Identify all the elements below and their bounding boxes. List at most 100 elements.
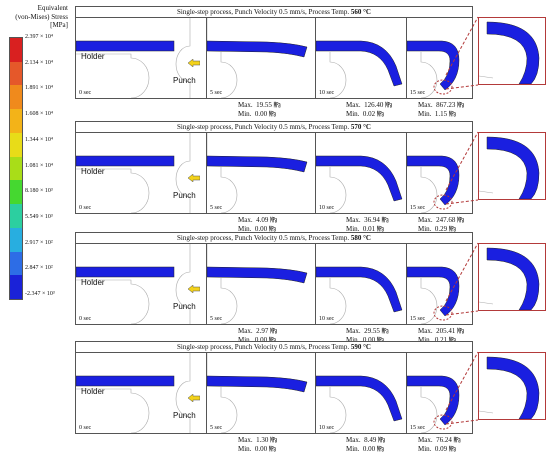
max-stress: Max. 1.30 ㎫ [238,436,277,445]
max-stress: Max. 8.49 ㎫ [346,436,385,445]
color-scale-band [10,109,22,133]
color-scale-band [10,38,22,62]
color-scale-band [10,252,22,276]
max-stress: Max. 2.97 ㎫ [238,327,277,336]
time-label: 10 sec [319,90,334,96]
legend-title-line: (von-Mises) Stress [2,13,68,22]
holder-label: Holder [81,52,105,61]
color-scale-bar [9,37,23,300]
color-scale-tick-label: 1.344 × 10⁴ [25,137,53,143]
time-label: 15 sec [410,316,425,322]
holder-label: Holder [81,278,105,287]
time-label: 0 sec [79,90,91,96]
punch-label: Punch [173,76,196,85]
min-stress: Min. 0.00 ㎫ [238,110,281,119]
time-step-frame: 15 sec [406,352,473,434]
holder-label: Holder [81,387,105,396]
color-scale-tick-label: 5.549 × 10³ [25,214,53,220]
color-scale-band [10,62,22,86]
panel-temperature: 560 °C [351,8,371,16]
legend-title-line: [MPa] [2,21,68,30]
time-step-frame: 10 sec [315,352,407,434]
time-step-frame: 5 sec [206,17,316,99]
panel-title-text: Single-step process, Punch Velocity 0.5 … [177,343,351,351]
time-label: 10 sec [319,425,334,431]
color-scale-band [10,275,22,299]
time-step-frame: 0 sec Holder Punch [75,17,207,99]
color-scale-tick-label: 8.180 × 10³ [25,188,53,194]
time-step-frame: 15 sec [406,17,473,99]
time-step-frame: 0 sec Holder Punch [75,132,207,214]
time-label: 0 sec [79,425,91,431]
time-step-frame: 10 sec [315,243,407,325]
zoom-inset [478,132,546,200]
punch-label: Punch [173,411,196,420]
time-label: 5 sec [210,425,222,431]
zoom-inset [478,243,546,311]
time-step-frame: 5 sec [206,132,316,214]
time-step-frame: 15 sec [406,243,473,325]
min-stress: Min. 0.02 ㎫ [346,110,392,119]
panel-temperature: 590 °C [351,343,371,351]
color-scale-band [10,228,22,252]
time-step-frame: 5 sec [206,243,316,325]
color-scale-tick-label: 2.397 × 10⁴ [25,34,53,40]
time-step-frame: 15 sec [406,132,473,214]
legend-title: Equivalent (von-Mises) Stress [MPa] [2,4,68,30]
punch-label: Punch [173,302,196,311]
time-label: 10 sec [319,316,334,322]
color-scale-tick-label: -2.347 × 10³ [25,291,55,297]
time-label: 15 sec [410,425,425,431]
max-stress: Max. 126.40 ㎫ [346,101,392,110]
max-stress: Max. 19.55 ㎫ [238,101,281,110]
max-stress: Max. 4.09 ㎫ [238,216,277,225]
zoom-inset [478,17,546,85]
panel-title-text: Single-step process, Punch Velocity 0.5 … [177,234,351,242]
max-stress: Max. 867.23 ㎫ [418,101,464,110]
time-label: 10 sec [319,205,334,211]
time-step-frame: 5 sec [206,352,316,434]
max-stress: Max. 247.68 ㎫ [418,216,464,225]
color-scale-band [10,204,22,228]
time-step-frame: 10 sec [315,132,407,214]
color-scale-band [10,133,22,157]
panel-temperature: 570 °C [351,123,371,131]
panel-title-text: Single-step process, Punch Velocity 0.5 … [177,8,351,16]
panel-title-text: Single-step process, Punch Velocity 0.5 … [177,123,351,131]
time-label: 5 sec [210,90,222,96]
max-stress: Max. 205.41 ㎫ [418,327,464,336]
holder-label: Holder [81,167,105,176]
time-label: 5 sec [210,205,222,211]
color-scale-tick-label: 2.917 × 10² [25,240,53,246]
time-step-frame: 0 sec Holder Punch [75,352,207,434]
time-label: 15 sec [410,205,425,211]
color-scale-band [10,180,22,204]
max-stress: Max. 76.24 ㎫ [418,436,461,445]
color-scale-band [10,157,22,181]
color-scale-tick-label: 1.081 × 10⁴ [25,163,53,169]
zoom-inset [478,352,546,420]
max-stress: Max. 36.94 ㎫ [346,216,389,225]
color-scale-tick-label: 1.608 × 10⁴ [25,111,53,117]
time-step-frame: 0 sec Holder Punch [75,243,207,325]
color-scale-tick-label: 1.891 × 10⁴ [25,85,53,91]
color-scale-tick-label: 2.847 × 10² [25,265,53,271]
time-label: 0 sec [79,205,91,211]
time-label: 15 sec [410,90,425,96]
panel-temperature: 580 °C [351,234,371,242]
color-scale-band [10,85,22,109]
punch-label: Punch [173,191,196,200]
time-label: 0 sec [79,316,91,322]
max-stress: Max. 29.55 ㎫ [346,327,389,336]
time-step-frame: 10 sec [315,17,407,99]
time-label: 5 sec [210,316,222,322]
